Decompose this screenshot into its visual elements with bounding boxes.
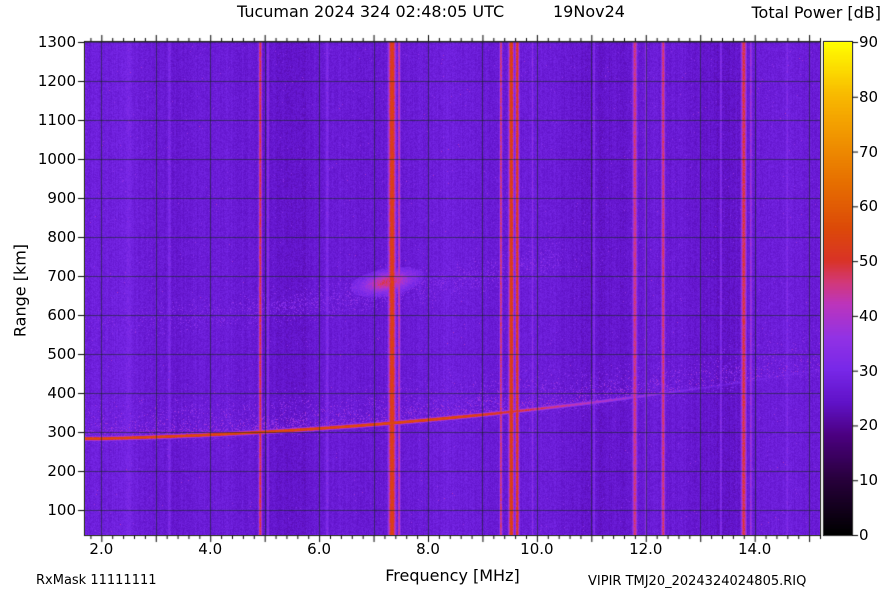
colorbar-tick-label: 70 [859,142,879,161]
y-tick-label: 700 [47,267,76,286]
colorbar-tick-label: 10 [859,471,879,490]
x-tick-label: 6.0 [307,540,332,558]
y-tick-label: 600 [47,306,76,325]
x-tick-label: 12.0 [629,540,663,558]
y-tick-label: 1000 [37,150,76,168]
colorbar-tick-label: 30 [859,361,879,380]
y-tick-label: 1200 [37,72,76,90]
data-filename: VIPIR TMJ20_2024324024805.RIQ [588,574,807,589]
colorbar-canvas [824,42,852,535]
y-tick-label: 300 [47,423,76,442]
ionogram-heatmap-canvas [85,42,820,535]
colorbar-tick-label: 60 [859,197,879,216]
plot-title: Tucuman 2024 324 02:48:05 UTC [237,2,505,21]
x-tick-label: 14.0 [737,540,772,558]
y-tick-label: 100 [47,501,76,520]
y-tick-label: 1300 [37,33,76,51]
y-tick-label: 500 [47,345,76,364]
rxmask-text: RxMask 11111111 [36,573,157,588]
colorbar-tick-label: 50 [859,252,879,271]
y-axis-label: Range [km] [10,243,30,338]
plot-date: 19Nov24 [553,2,625,21]
x-tick-label: 4.0 [198,540,223,558]
x-axis-label: Frequency [MHz] [385,566,520,585]
y-tick-label: 1100 [37,111,76,129]
x-tick-label: 10.0 [520,540,554,558]
y-tick-label: 800 [47,228,76,247]
colorbar-tick-label: 0 [859,526,869,544]
y-tick-label: 400 [47,384,76,403]
colorbar-tick-label: 90 [859,33,879,51]
x-tick-label: 8.0 [416,540,440,558]
y-tick-label: 900 [47,189,76,207]
y-tick-label: 200 [47,462,76,481]
colorbar-tick-label: 80 [859,87,879,106]
x-tick-label: 2.0 [89,540,114,558]
colorbar-tick-label: 40 [859,306,879,325]
colorbar-title: Total Power [dB] [751,3,881,22]
colorbar-tick-label: 20 [859,416,879,435]
